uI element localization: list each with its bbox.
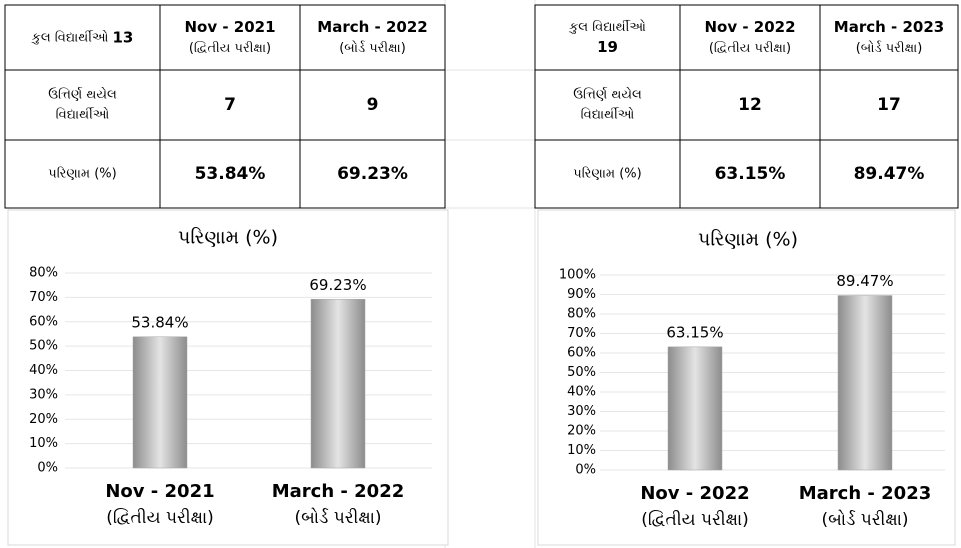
- y-tick-label: 60%: [567, 346, 596, 361]
- total-header: કુલ વિદ્યાર્થીઓ 13: [31, 28, 133, 46]
- total-label: કુલ વિદ્યાર્થીઓ: [568, 18, 646, 35]
- column-title: March - 2022: [317, 18, 427, 36]
- table-cell: [679, 4, 821, 71]
- chart-title: પરિણામ (%): [178, 227, 278, 249]
- column-subtitle: (દ્વિતીય પરીક્ષા): [189, 40, 271, 56]
- y-tick-label: 60%: [29, 314, 58, 329]
- row-label: વિદ્યાર્થીઓ: [56, 106, 110, 123]
- y-tick-label: 10%: [567, 443, 596, 458]
- table-cell: [819, 139, 959, 209]
- table-cell: [4, 4, 161, 71]
- table-cell: [534, 69, 681, 141]
- table-cell: [679, 139, 821, 209]
- column-subtitle: (બોર્ડ પરીક્ષા): [339, 40, 406, 56]
- column-title: Nov - 2021: [184, 18, 275, 36]
- table-cell: [299, 4, 446, 71]
- row-label: પરિણામ (%): [573, 166, 641, 182]
- chart-area: [7, 209, 449, 546]
- total-count: 13: [112, 28, 133, 46]
- data-label: 89.47%: [836, 272, 893, 290]
- y-tick-label: 30%: [29, 387, 58, 402]
- y-tick-label: 0%: [575, 463, 596, 478]
- total-count: 19: [597, 38, 618, 56]
- table-value: 17: [877, 95, 901, 115]
- bar: [132, 336, 188, 469]
- x-tick-sublabel: (બોર્ડ પરીક્ષા): [821, 509, 908, 530]
- y-tick-label: 20%: [29, 412, 58, 427]
- y-tick-label: 50%: [567, 365, 596, 380]
- y-tick-label: 70%: [567, 326, 596, 341]
- table-cell: [299, 139, 446, 209]
- bar: [667, 346, 723, 471]
- table-cell: [679, 69, 821, 141]
- y-tick-label: 40%: [567, 385, 596, 400]
- data-label: 53.84%: [131, 313, 188, 331]
- x-tick-sublabel: (દ્વિતીય પરીક્ષા): [641, 510, 749, 530]
- table-cell: [159, 69, 301, 141]
- table-value: 69.23%: [337, 164, 408, 184]
- row-label: ઉત્તિર્ણ થયેલ: [48, 86, 117, 102]
- y-tick-label: 40%: [29, 363, 58, 378]
- y-tick-label: 80%: [567, 307, 596, 322]
- x-tick-label: March - 2022: [272, 481, 405, 502]
- y-tick-label: 0%: [37, 461, 58, 476]
- data-label: 69.23%: [309, 276, 366, 294]
- table-cell: [534, 4, 681, 71]
- y-tick-label: 100%: [559, 268, 596, 283]
- x-tick-label: Nov - 2021: [105, 481, 214, 502]
- x-tick-sublabel: (દ્વિતીય પરીક્ષા): [106, 508, 214, 528]
- table-value: 9: [367, 95, 379, 115]
- row-label: વિદ્યાર્થીઓ: [581, 106, 635, 123]
- x-tick-label: March - 2023: [799, 483, 932, 504]
- column-title: March - 2023: [834, 18, 944, 36]
- total-label: કુલ વિદ્યાર્થીઓ: [31, 28, 109, 45]
- table-value: 63.15%: [715, 164, 786, 184]
- row-label: પરિણામ (%): [48, 166, 116, 182]
- chart-title: પરિણામ (%): [698, 229, 798, 251]
- table-cell: [4, 69, 161, 141]
- x-tick-label: Nov - 2022: [640, 483, 749, 504]
- y-tick-label: 30%: [567, 404, 596, 419]
- row-label: ઉત્તિર્ણ થયેલ: [573, 86, 642, 102]
- table-cell: [159, 4, 301, 71]
- data-label: 63.15%: [666, 323, 723, 341]
- y-tick-label: 20%: [567, 424, 596, 439]
- table-cell: [299, 69, 446, 141]
- column-subtitle: (બોર્ડ પરીક્ષા): [856, 40, 923, 56]
- table-cell: [819, 4, 959, 71]
- column-subtitle: (દ્વિતીય પરીક્ષા): [709, 40, 791, 56]
- column-title: Nov - 2022: [704, 18, 795, 36]
- table-value: 7: [224, 95, 236, 115]
- table-value: 53.84%: [195, 164, 266, 184]
- table-value: 12: [738, 95, 762, 115]
- y-tick-label: 50%: [29, 339, 58, 354]
- bar: [310, 299, 366, 469]
- x-tick-sublabel: (બોર્ડ પરીક્ષા): [294, 507, 381, 528]
- bar: [837, 295, 893, 471]
- y-tick-label: 70%: [29, 290, 58, 305]
- y-tick-label: 10%: [29, 436, 58, 451]
- y-tick-label: 80%: [29, 266, 58, 281]
- y-tick-label: 90%: [567, 287, 596, 302]
- table-value: 89.47%: [854, 164, 925, 184]
